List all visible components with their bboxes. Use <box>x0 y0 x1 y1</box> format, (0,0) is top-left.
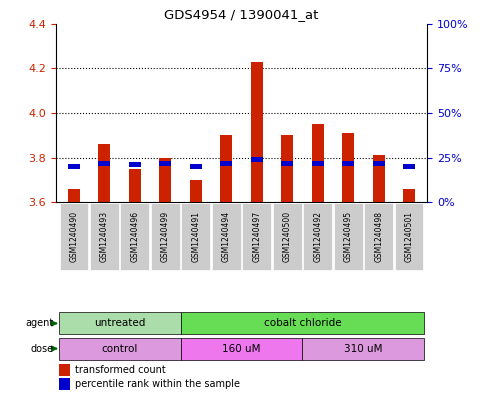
Bar <box>302 338 425 360</box>
Text: GSM1240492: GSM1240492 <box>313 211 322 262</box>
Bar <box>98 161 111 165</box>
Bar <box>182 203 210 270</box>
Text: transformed count: transformed count <box>75 365 166 375</box>
Bar <box>68 164 80 169</box>
Text: 310 uM: 310 uM <box>344 343 383 354</box>
Bar <box>220 135 232 202</box>
Bar <box>58 312 181 334</box>
Text: agent: agent <box>25 318 53 329</box>
Bar <box>190 164 202 169</box>
Bar <box>334 203 363 270</box>
Bar <box>181 312 425 334</box>
Bar <box>303 203 332 270</box>
Bar <box>59 378 70 389</box>
Bar <box>372 156 385 202</box>
Text: GSM1240495: GSM1240495 <box>344 211 353 263</box>
Text: GSM1240491: GSM1240491 <box>191 211 200 262</box>
Bar <box>281 161 293 165</box>
Bar <box>128 169 141 202</box>
Bar <box>181 338 302 360</box>
Text: cobalt chloride: cobalt chloride <box>264 318 341 329</box>
Bar <box>98 144 111 202</box>
Title: GDS4954 / 1390041_at: GDS4954 / 1390041_at <box>164 8 319 21</box>
Text: GSM1240493: GSM1240493 <box>100 211 109 263</box>
Text: GSM1240501: GSM1240501 <box>405 211 413 262</box>
Bar <box>159 158 171 202</box>
Bar <box>120 203 149 270</box>
Bar <box>159 161 171 165</box>
Bar <box>403 189 415 202</box>
Text: GSM1240500: GSM1240500 <box>283 211 292 263</box>
Text: control: control <box>101 343 138 354</box>
Bar <box>403 164 415 169</box>
Bar <box>151 203 180 270</box>
Text: GSM1240496: GSM1240496 <box>130 211 139 263</box>
Text: GSM1240498: GSM1240498 <box>374 211 383 262</box>
Bar <box>251 157 263 162</box>
Bar <box>68 189 80 202</box>
Bar <box>312 161 324 165</box>
Bar <box>90 203 119 270</box>
Bar <box>312 124 324 202</box>
Bar <box>58 338 181 360</box>
Text: GSM1240497: GSM1240497 <box>252 211 261 263</box>
Bar <box>342 133 355 202</box>
Bar <box>59 364 70 376</box>
Text: GSM1240494: GSM1240494 <box>222 211 231 263</box>
Bar <box>251 62 263 202</box>
Bar <box>281 135 293 202</box>
Bar <box>220 161 232 165</box>
Text: percentile rank within the sample: percentile rank within the sample <box>75 379 240 389</box>
Bar <box>273 203 301 270</box>
Bar <box>212 203 241 270</box>
Text: dose: dose <box>30 343 53 354</box>
Bar <box>372 161 385 165</box>
Text: untreated: untreated <box>94 318 145 329</box>
Bar <box>128 162 141 167</box>
Bar <box>364 203 393 270</box>
Bar <box>242 203 271 270</box>
Text: GSM1240490: GSM1240490 <box>70 211 78 263</box>
Bar <box>190 180 202 202</box>
Text: GSM1240499: GSM1240499 <box>161 211 170 263</box>
Bar <box>342 161 355 165</box>
Bar <box>395 203 424 270</box>
Bar <box>59 203 88 270</box>
Text: 160 uM: 160 uM <box>222 343 261 354</box>
